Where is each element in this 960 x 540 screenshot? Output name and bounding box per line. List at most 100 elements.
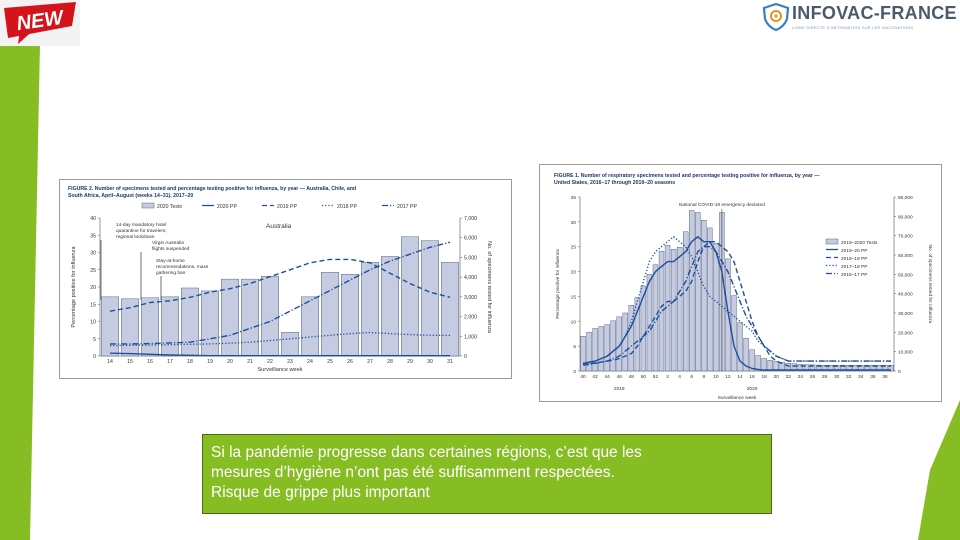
- bar: [839, 364, 846, 372]
- x-tick-label: 50: [641, 374, 647, 380]
- bar: [676, 247, 683, 372]
- x-tick-label: 32: [846, 374, 852, 380]
- x-tick-label: 31: [447, 359, 453, 365]
- bar: [858, 364, 864, 372]
- y-right-tick-label: 6,000: [464, 236, 477, 242]
- x-tick-label: 25: [327, 359, 333, 365]
- y-right-tick-label: 90,000: [898, 195, 913, 201]
- bar: [220, 278, 239, 357]
- y-tick-label: 20: [571, 270, 577, 276]
- year-label: 2019: [614, 386, 625, 392]
- bar: [773, 361, 779, 372]
- y-axis-label: Percentage positive for influenza: [71, 246, 77, 328]
- x-tick-label: 14: [737, 374, 743, 380]
- y-tick-label: 25: [571, 245, 577, 251]
- bar: [755, 355, 761, 372]
- y-tick-label: 25: [90, 268, 96, 274]
- bar: [707, 227, 713, 372]
- legend-label: 2020 Tests: [157, 204, 182, 210]
- bar: [833, 364, 840, 372]
- x-tick-label: 16: [749, 374, 755, 380]
- bar: [121, 298, 140, 357]
- x-tick-label: 27: [367, 359, 373, 365]
- chart-title: United States, 2016–17 through 2019–20 s…: [554, 180, 675, 186]
- bar: [797, 364, 804, 372]
- x-tick-label: 18: [187, 359, 193, 365]
- bar: [441, 262, 460, 357]
- y-tick-label: 30: [90, 251, 96, 257]
- x-tick-label: 6: [690, 374, 693, 380]
- bar: [622, 312, 628, 372]
- legend-label: 2020 PP: [217, 204, 237, 210]
- y-right-tick-label: 3,000: [464, 295, 477, 301]
- legend-label: 2018–19 PP: [841, 256, 867, 262]
- x-tick-label: 19: [207, 359, 213, 365]
- x-tick-label: 22: [786, 374, 792, 380]
- bar: [200, 290, 219, 357]
- y-tick-label: 15: [571, 294, 577, 300]
- x-tick-label: 48: [629, 374, 635, 380]
- bar: [713, 243, 719, 372]
- x-tick-label: 30: [834, 374, 840, 380]
- x-tick-label: 15: [127, 359, 133, 365]
- bar: [658, 250, 665, 372]
- caption-box: Si la pandémie progresse dans certaines …: [202, 434, 772, 514]
- chart-annotation: quarantine for travelers;: [116, 228, 167, 234]
- y-right-tick-label: 60,000: [898, 253, 913, 259]
- y-tick-label: 20: [90, 285, 96, 291]
- bar: [628, 305, 635, 372]
- y-axis-label: Percentage positive for influenza: [555, 249, 561, 319]
- x-tick-label: 8: [702, 374, 705, 380]
- x-tick-label: 18: [762, 374, 768, 380]
- chart-title: FIGURE 1. Number of respiratory specimen…: [554, 173, 820, 179]
- y-tick-label: 0: [93, 354, 96, 360]
- chart-annotation: recommendations, mass: [156, 264, 209, 270]
- shield-logo-icon: [762, 3, 790, 31]
- chart-united-states: FIGURE 1. Number of respiratory specimen…: [539, 164, 942, 402]
- bar: [876, 364, 882, 372]
- x-tick-label: 28: [822, 374, 828, 380]
- bar: [260, 275, 279, 357]
- infovac-logo: INFOVAC-FRANCE LIGNE DIRECTE D'INFORMATI…: [760, 0, 960, 34]
- bar: [610, 320, 616, 372]
- x-tick-label: 17: [167, 359, 173, 365]
- bar: [870, 364, 876, 372]
- bar: [701, 220, 707, 372]
- x-tick-label: 26: [810, 374, 816, 380]
- x-tick-label: 12: [725, 374, 731, 380]
- x-tick-label: 14: [107, 359, 113, 365]
- bar: [695, 212, 701, 372]
- bar: [827, 364, 834, 372]
- bar: [361, 262, 380, 357]
- chart-australia: FIGURE 2. Number of specimens tested and…: [59, 179, 512, 379]
- bar: [598, 326, 604, 372]
- x-tick-label: 4: [678, 374, 681, 380]
- bar: [381, 256, 400, 357]
- bar: [743, 337, 749, 372]
- y-right-tick-label: 0: [898, 369, 901, 375]
- legend-label: 2016–17 PP: [841, 272, 867, 278]
- series-line: [583, 240, 891, 367]
- bar: [767, 360, 773, 372]
- bar: [821, 364, 828, 372]
- y-axis-right-label: No. of specimens tested for influenza: [927, 245, 933, 324]
- y-right-tick-label: 80,000: [898, 214, 913, 220]
- bar: [341, 273, 360, 357]
- x-tick-label: 28: [387, 359, 393, 365]
- x-tick-label: 29: [407, 359, 413, 365]
- x-tick-label: 44: [605, 374, 611, 380]
- bar: [240, 278, 259, 357]
- bar: [809, 364, 816, 372]
- chart-annotation: Virgin Australia: [152, 240, 184, 246]
- legend-label: 2017 PP: [397, 204, 417, 210]
- chart-annotation: National COVID-19 emergency declared: [679, 202, 765, 208]
- chart-annotation: regional lockdown: [116, 234, 155, 240]
- bar: [604, 324, 610, 372]
- bar: [882, 364, 888, 372]
- caption-line-3: Risque de grippe plus important: [211, 484, 430, 501]
- x-tick-label: 20: [227, 359, 233, 365]
- bar: [779, 362, 785, 372]
- x-tick-label: 26: [347, 359, 353, 365]
- series-line: [109, 258, 451, 312]
- x-tick-label: 38: [882, 374, 888, 380]
